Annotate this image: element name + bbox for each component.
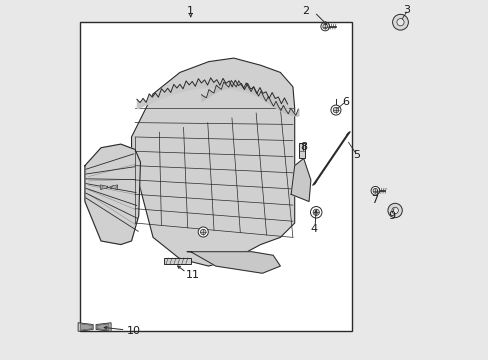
Bar: [80, 22, 351, 330]
Text: 10: 10: [127, 326, 141, 336]
Text: 8: 8: [300, 142, 306, 152]
Circle shape: [312, 209, 319, 215]
Polygon shape: [290, 158, 310, 202]
Circle shape: [396, 19, 403, 26]
Polygon shape: [100, 185, 108, 189]
Circle shape: [198, 227, 208, 237]
Polygon shape: [131, 58, 294, 266]
Text: 4: 4: [310, 225, 317, 234]
Text: 6: 6: [342, 97, 348, 107]
Text: 7: 7: [370, 195, 377, 205]
Text: 3: 3: [402, 5, 409, 15]
Circle shape: [332, 107, 338, 113]
Polygon shape: [187, 252, 280, 273]
Circle shape: [200, 229, 205, 235]
Text: 5: 5: [352, 150, 359, 160]
Polygon shape: [96, 323, 111, 331]
Text: 9: 9: [388, 211, 395, 221]
Circle shape: [391, 207, 398, 214]
Polygon shape: [78, 323, 93, 331]
Circle shape: [392, 14, 407, 30]
Polygon shape: [110, 185, 117, 189]
Circle shape: [372, 188, 377, 193]
Text: 11: 11: [185, 270, 199, 280]
Circle shape: [322, 24, 327, 29]
Circle shape: [310, 207, 321, 218]
Bar: [298, 143, 305, 158]
Polygon shape: [97, 324, 109, 330]
Text: 1: 1: [187, 6, 194, 17]
Text: 2: 2: [302, 6, 309, 16]
Polygon shape: [80, 324, 92, 330]
Circle shape: [387, 203, 402, 218]
Circle shape: [370, 186, 379, 195]
Bar: [163, 258, 190, 264]
Circle shape: [320, 22, 329, 31]
Polygon shape: [85, 144, 140, 244]
Circle shape: [330, 105, 340, 115]
